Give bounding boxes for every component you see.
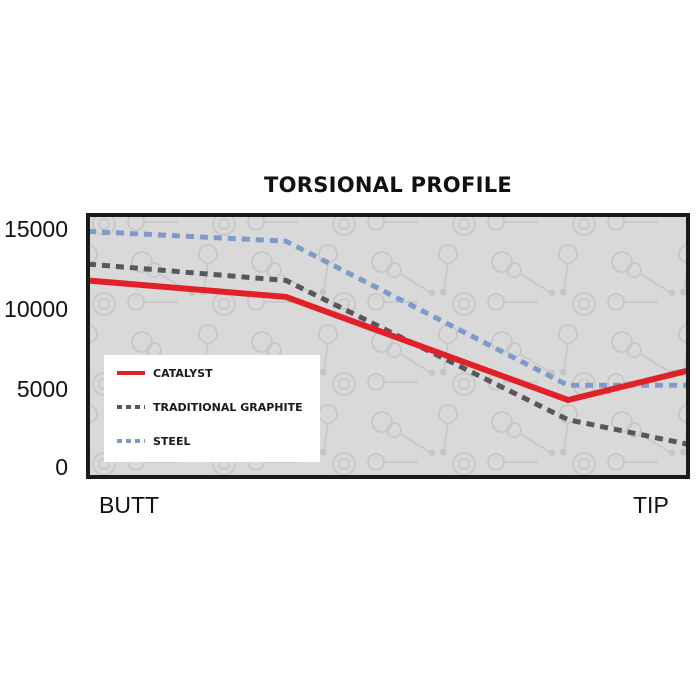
legend-label: TRADITIONAL GRAPHITE — [153, 401, 303, 414]
series-layer — [87, 228, 689, 447]
y-tick-label: 15000 — [4, 216, 68, 242]
y-tick-label: 0 — [55, 454, 68, 480]
plot-frame — [86, 213, 690, 479]
series-line-catalyst — [87, 277, 689, 404]
y-tick-label: 5000 — [16, 376, 68, 402]
legend-label: CATALYST — [153, 367, 213, 380]
y-tick-label: 10000 — [4, 296, 68, 322]
x-label-butt: BUTT — [99, 492, 160, 518]
x-label-tip: TIP — [633, 492, 669, 518]
legend: CATALYST TRADITIONAL GRAPHITE STEEL — [104, 355, 320, 462]
chart-title: TORSIONAL PROFILE — [263, 173, 513, 197]
legend-label: STEEL — [153, 435, 190, 448]
